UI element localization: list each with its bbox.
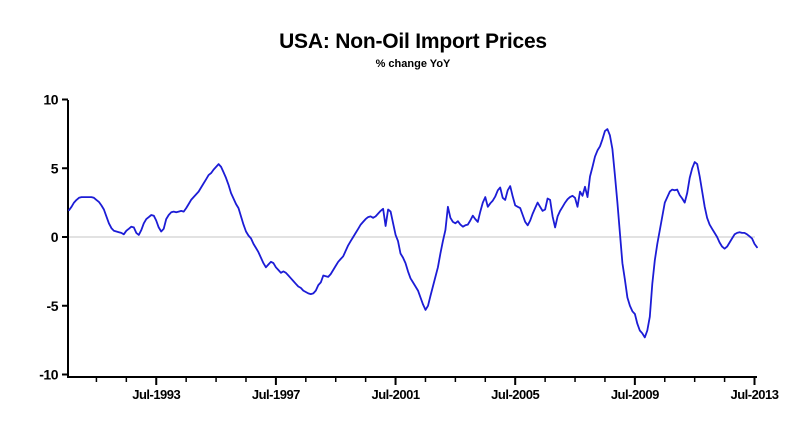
x-tick-label: Jul-1997 [252,387,300,402]
y-tick-label: 5 [51,160,59,176]
x-tick-label: Jul-2013 [730,387,778,402]
x-tick-label: Jul-2001 [372,387,420,402]
chart-title: USA: Non-Oil Import Prices [279,30,547,53]
y-tick-label: 0 [51,229,59,245]
x-tick-label: Jul-2009 [611,387,659,402]
chart-subtitle: % change YoY [375,58,451,70]
data-line [68,128,758,339]
x-tick-label: Jul-1993 [132,387,180,402]
y-tick-label: -5 [47,298,59,314]
y-tick-label: -10 [39,367,58,383]
y-tick-label: 10 [43,92,58,108]
x-tick-label: Jul-2005 [491,387,539,402]
